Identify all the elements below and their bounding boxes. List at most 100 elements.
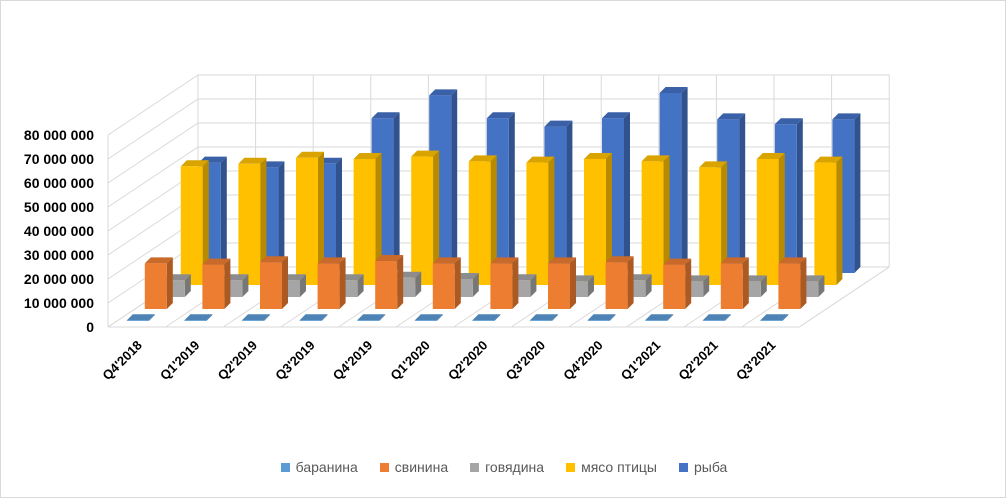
legend-swatch (470, 462, 480, 472)
bar-side (472, 273, 479, 297)
bar (756, 153, 785, 285)
bar-side (796, 118, 803, 273)
bar-top (353, 153, 382, 159)
bar-side (148, 314, 155, 321)
y-axis-ticks: 0 10 000 000 20 000 000 30 000 000 40 000 00… (24, 127, 94, 335)
bar (587, 314, 616, 321)
x-tick-label: Q3'2021 (733, 338, 779, 384)
x-tick-label: Q2'2020 (445, 338, 491, 384)
bar-front (432, 263, 455, 309)
bar-side (548, 156, 555, 285)
legend-swatch (679, 462, 688, 472)
bar-top (184, 314, 213, 321)
bar (645, 314, 674, 321)
bar-side (220, 156, 227, 273)
bar-front (760, 320, 783, 321)
chart-bars (126, 87, 861, 321)
bar-side (490, 155, 497, 285)
bar-top (645, 314, 674, 321)
bar-top (486, 112, 515, 119)
bar-side (300, 274, 306, 297)
bar-top (756, 153, 785, 159)
bar-front (490, 263, 513, 309)
x-tick-label: Q2'2019 (215, 338, 261, 384)
bar (526, 156, 555, 285)
legend-label: свинина (394, 459, 449, 475)
bar-side (336, 157, 342, 273)
bar-front (720, 263, 743, 309)
bar-front (605, 262, 628, 309)
bar (357, 314, 386, 321)
bar-side (375, 153, 382, 285)
bar (472, 314, 501, 321)
bar (353, 153, 382, 285)
bar-side (724, 314, 731, 321)
bar-front (756, 159, 779, 285)
chart-legend: баранина свинина говядина мясо птицы рыба (1, 459, 1006, 475)
bar-front (548, 263, 570, 309)
legend-item: мясо птицы (566, 459, 657, 475)
bar-top (548, 257, 576, 264)
y-tick-label: 0 (86, 319, 94, 335)
bar (180, 160, 209, 285)
bar-side (436, 314, 443, 321)
bar-side (721, 161, 728, 285)
bar-front (530, 320, 552, 321)
bar-top (659, 87, 688, 93)
bar-top (544, 120, 573, 127)
bar-top (144, 257, 173, 264)
bar-front (814, 162, 837, 285)
bar-side (278, 161, 285, 273)
bar-front (472, 320, 495, 321)
bar-top (778, 257, 807, 264)
bar (260, 256, 288, 309)
bar-front (299, 320, 322, 321)
bar-side (397, 255, 404, 309)
bar-side (609, 314, 616, 321)
bar-side (508, 112, 515, 273)
legend-swatch (280, 462, 290, 472)
bar-front (468, 161, 491, 285)
bar-front (584, 159, 606, 285)
bar-top (774, 118, 803, 125)
bar-front (296, 157, 318, 285)
bar (548, 257, 576, 309)
bar-side (166, 257, 173, 309)
bar-side (451, 89, 458, 274)
bar-front (144, 263, 167, 309)
bar (414, 314, 443, 321)
bar-front (641, 161, 664, 285)
legend-swatch (379, 462, 389, 472)
bar-front (663, 264, 686, 309)
x-tick-label: Q3'2020 (503, 338, 549, 384)
legend-label: мясо птицы (581, 459, 657, 475)
bar-side (570, 257, 576, 309)
bar-side (739, 113, 746, 274)
bar (468, 155, 497, 285)
bar-top (371, 112, 400, 119)
bar (760, 314, 789, 321)
bar-side (703, 275, 710, 297)
bar-top (530, 314, 558, 321)
bar-side (224, 258, 231, 309)
bar-top (702, 314, 731, 321)
bar-front (242, 320, 264, 321)
legend-swatch (566, 462, 576, 472)
bar-top (814, 156, 843, 163)
bar (663, 258, 692, 309)
bar (296, 151, 324, 285)
bar-front (375, 261, 398, 309)
bar (317, 257, 346, 309)
bar-front (317, 263, 340, 309)
bar (299, 314, 328, 321)
y-tick-label: 20 000 000 (24, 271, 94, 287)
bar (814, 156, 843, 285)
bar-top (663, 258, 692, 265)
bar-top (605, 256, 634, 263)
bar-top (641, 155, 670, 162)
bar (144, 257, 173, 309)
bar-top (317, 257, 346, 264)
bar-top (432, 257, 461, 264)
bar-top (180, 160, 209, 167)
